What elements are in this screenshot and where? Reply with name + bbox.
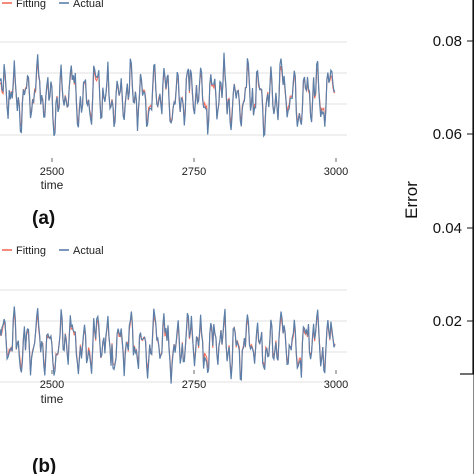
x-axis-label-a: time [41,178,64,192]
panel-label-a: (a) [32,208,55,229]
panel-label-b: (b) [32,456,56,474]
legend-label-actual-b: Actual [73,245,104,257]
x-tick-label: 3000 [324,166,348,178]
error-y-ticks [467,40,473,322]
y-tick-label: 0.06 [433,126,462,143]
x-ticks-a [51,158,337,162]
legend-label-fitting-a: Fitting [16,0,46,10]
panel-error: 0.08 0.06 0.04 0.02 Error [402,0,474,474]
series-group-b [0,306,336,384]
x-axis-label-b: time [41,392,64,406]
series-group-a [0,52,336,138]
panel-b: Fitting Actual 2500 2750 3000 time (b) [0,245,348,474]
series-line-actual [0,52,336,138]
x-tick-label: 2750 [182,166,206,178]
x-tick-label: 2750 [182,379,206,391]
x-tick-label: 2500 [40,379,64,391]
panel-a: Fitting Actual 2500 2750 3000 time (a) [0,0,348,229]
x-tick-label: 2500 [40,166,64,178]
y-tick-label: 0.04 [433,220,462,237]
y-tick-label: 0.02 [433,313,462,330]
x-ticks-b [51,370,337,374]
legend-label-actual-a: Actual [73,0,104,10]
series-line-actual [0,306,336,384]
legend-label-fitting-b: Fitting [16,245,46,257]
x-tick-label: 3000 [324,379,348,391]
error-y-axis-label: Error [402,181,421,219]
y-tick-label: 0.08 [433,33,462,50]
